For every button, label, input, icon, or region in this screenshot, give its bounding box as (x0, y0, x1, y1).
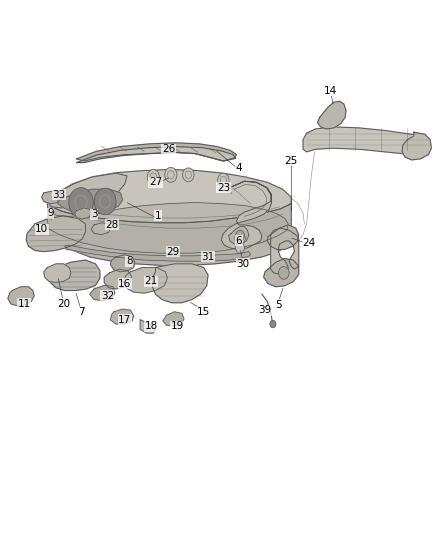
Polygon shape (58, 189, 123, 213)
Polygon shape (26, 216, 85, 252)
Polygon shape (47, 169, 291, 223)
Polygon shape (74, 208, 91, 219)
Text: 17: 17 (118, 315, 131, 325)
Text: 28: 28 (105, 220, 118, 230)
Text: 3: 3 (91, 209, 98, 219)
Text: 11: 11 (18, 299, 31, 309)
Polygon shape (318, 101, 346, 129)
Polygon shape (152, 264, 208, 303)
Polygon shape (91, 223, 110, 235)
Text: 31: 31 (201, 252, 215, 262)
Polygon shape (229, 227, 249, 244)
Polygon shape (402, 132, 431, 160)
Circle shape (235, 232, 245, 245)
Circle shape (270, 320, 276, 328)
Circle shape (183, 168, 194, 182)
Circle shape (147, 169, 159, 184)
Text: 4: 4 (235, 163, 242, 173)
Text: 1: 1 (154, 211, 161, 221)
Text: 24: 24 (302, 238, 315, 247)
Circle shape (218, 173, 229, 187)
Text: 18: 18 (145, 321, 158, 331)
Polygon shape (140, 320, 155, 333)
Polygon shape (221, 181, 272, 249)
Text: 30: 30 (237, 259, 250, 269)
Polygon shape (110, 309, 134, 324)
Polygon shape (90, 285, 115, 301)
Text: 27: 27 (149, 177, 162, 187)
Text: 9: 9 (47, 208, 54, 218)
Polygon shape (47, 173, 127, 208)
Polygon shape (8, 287, 34, 306)
Text: 16: 16 (118, 279, 131, 288)
Circle shape (69, 188, 93, 217)
Text: 26: 26 (162, 144, 175, 154)
Polygon shape (47, 201, 291, 265)
Polygon shape (77, 147, 236, 163)
Polygon shape (44, 264, 71, 282)
Text: 7: 7 (78, 307, 85, 317)
Polygon shape (77, 143, 237, 161)
Text: 5: 5 (275, 300, 282, 310)
Text: 14: 14 (324, 86, 337, 95)
Text: 21: 21 (145, 277, 158, 286)
Polygon shape (47, 203, 288, 253)
Polygon shape (110, 255, 135, 272)
Circle shape (236, 230, 244, 241)
Polygon shape (104, 269, 131, 289)
Text: 32: 32 (101, 291, 114, 301)
Polygon shape (42, 191, 61, 204)
Text: 8: 8 (126, 256, 133, 266)
Polygon shape (267, 225, 299, 249)
Text: 23: 23 (217, 183, 230, 192)
Circle shape (236, 243, 244, 253)
Circle shape (279, 266, 289, 279)
Polygon shape (303, 127, 429, 155)
Circle shape (94, 188, 116, 215)
Text: 19: 19 (171, 321, 184, 331)
Text: 33: 33 (53, 190, 66, 199)
Polygon shape (65, 245, 251, 261)
Polygon shape (264, 259, 299, 287)
Text: 39: 39 (258, 305, 272, 315)
Polygon shape (271, 228, 299, 274)
Text: 6: 6 (235, 236, 242, 246)
Text: 20: 20 (57, 299, 70, 309)
Text: 15: 15 (197, 307, 210, 317)
Polygon shape (124, 268, 167, 293)
Text: 29: 29 (166, 247, 180, 256)
Polygon shape (49, 260, 100, 290)
Polygon shape (163, 312, 184, 326)
Text: 10: 10 (35, 224, 48, 234)
Text: 25: 25 (285, 156, 298, 166)
Circle shape (165, 167, 177, 182)
